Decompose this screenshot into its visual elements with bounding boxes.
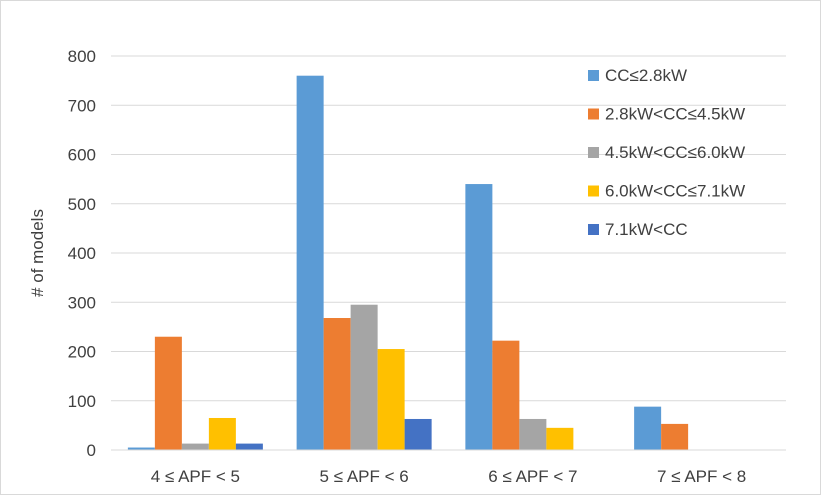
y-tick-label: 700 <box>68 96 96 115</box>
y-axis-title: # of models <box>28 209 47 297</box>
legend-label: 2.8kW<CC≤4.5kW <box>605 105 745 124</box>
bar-2-4 <box>661 423 689 450</box>
legend-label: 4.5kW<CC≤6.0kW <box>605 143 745 162</box>
bar-5-1 <box>235 443 263 450</box>
y-tick-label: 600 <box>68 146 96 165</box>
legend-swatch <box>588 185 599 197</box>
bar-3-2 <box>350 304 378 450</box>
gridlines <box>111 55 786 402</box>
bar-2-3 <box>492 340 520 450</box>
legend-label: 7.1kW<CC <box>605 220 688 239</box>
y-tick-label: 200 <box>68 343 96 362</box>
y-tick-label: 400 <box>68 244 96 263</box>
bars <box>127 75 689 451</box>
bar-2-2 <box>323 318 351 450</box>
bar-1-1 <box>127 447 155 450</box>
legend-swatch <box>588 224 599 235</box>
y-tick-label: 300 <box>68 293 96 312</box>
y-tick-label: 800 <box>68 47 96 66</box>
bar-4-3 <box>546 427 574 450</box>
bar-5-2 <box>404 418 432 450</box>
legend-swatch <box>588 108 599 120</box>
legend-label: 6.0kW<CC≤7.1kW <box>605 182 745 201</box>
y-tick-label: 0 <box>87 441 96 460</box>
x-category-label: 6 ≤ APF < 7 <box>488 467 577 486</box>
bar-4-2 <box>377 349 405 450</box>
y-axis-tick-labels: 0 100 200 300 400 500 600 700 800 <box>68 47 96 460</box>
bar-4-1 <box>208 417 236 450</box>
bar-3-3 <box>519 418 547 450</box>
y-tick-label: 500 <box>68 195 96 214</box>
legend-swatch <box>588 147 599 158</box>
y-tick-label: 100 <box>68 392 96 411</box>
x-category-label: 7 ≤ APF < 8 <box>657 467 746 486</box>
bar-2-1 <box>154 336 182 450</box>
bar-1-4 <box>634 406 662 450</box>
x-axis-category-labels: 4 ≤ APF < 5 5 ≤ APF < 6 6 ≤ APF < 7 7 ≤ APF… <box>151 467 746 486</box>
bar-3-1 <box>181 443 209 450</box>
bar-1-2 <box>296 75 324 450</box>
legend-swatch <box>588 70 599 81</box>
bar-1-3 <box>465 184 493 451</box>
x-category-label: 5 ≤ APF < 6 <box>320 467 409 486</box>
x-category-label: 4 ≤ APF < 5 <box>151 467 240 486</box>
legend-label: CC≤2.8kW <box>605 66 687 85</box>
legend: CC≤2.8kW 2.8kW<CC≤4.5kW 4.5kW<CC≤6.0kW 6.0k… <box>588 66 745 239</box>
